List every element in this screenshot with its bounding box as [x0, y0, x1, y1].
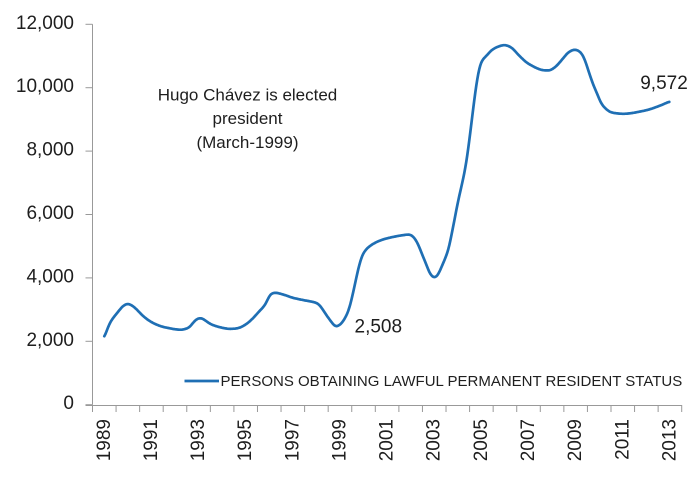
- svg-text:2009: 2009: [565, 419, 586, 461]
- svg-text:PERSONS OBTAINING LAWFUL PERMA: PERSONS OBTAINING LAWFUL PERMANENT RESID…: [221, 373, 683, 390]
- svg-text:2,000: 2,000: [26, 330, 74, 351]
- svg-text:2013: 2013: [659, 419, 680, 461]
- svg-text:12,000: 12,000: [16, 13, 74, 34]
- svg-text:2005: 2005: [471, 419, 492, 461]
- svg-text:Hugo Chávez is elected: Hugo Chávez is elected: [158, 86, 338, 105]
- svg-text:2007: 2007: [518, 419, 539, 461]
- svg-text:2,508: 2,508: [355, 317, 403, 338]
- svg-text:1995: 1995: [235, 419, 256, 461]
- svg-text:2001: 2001: [377, 419, 398, 461]
- svg-text:2011: 2011: [612, 419, 633, 460]
- svg-text:10,000: 10,000: [16, 76, 74, 97]
- svg-text:6,000: 6,000: [26, 203, 74, 224]
- svg-text:4,000: 4,000: [26, 266, 74, 287]
- svg-text:(March-1999): (March-1999): [196, 133, 298, 152]
- svg-text:8,000: 8,000: [26, 140, 74, 161]
- svg-text:1993: 1993: [188, 419, 209, 461]
- svg-text:0: 0: [63, 393, 74, 414]
- svg-text:9,572: 9,572: [640, 73, 688, 94]
- svg-text:president: president: [213, 109, 283, 128]
- svg-text:1989: 1989: [94, 419, 115, 461]
- svg-text:2003: 2003: [424, 419, 445, 461]
- svg-text:1999: 1999: [330, 419, 351, 461]
- svg-text:1997: 1997: [282, 419, 303, 461]
- svg-text:1991: 1991: [141, 419, 162, 461]
